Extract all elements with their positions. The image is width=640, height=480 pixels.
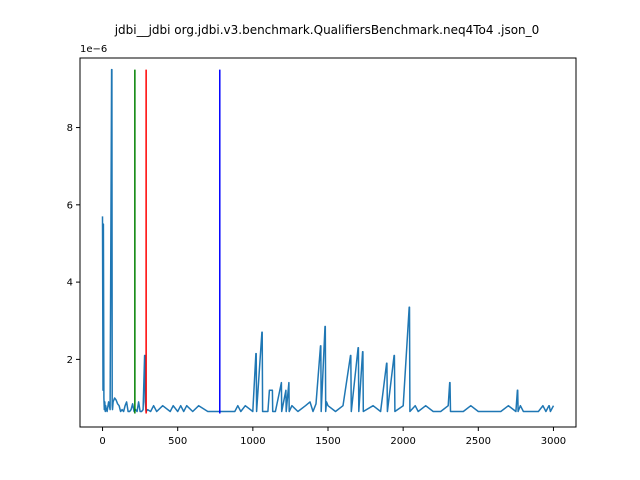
series-line-0 [101,68,555,413]
x-tick-label: 500 [168,436,187,447]
x-tick-label: 1500 [315,436,340,447]
x-tick-label: 1000 [240,436,265,447]
chart-title: jdbi__jdbi org.jdbi.v3.benchmark.Qualifi… [114,23,540,37]
plot-area [101,68,555,414]
x-tick-label: 2500 [466,436,491,447]
y-tick-label: 2 [67,355,73,366]
x-axis: 0 500 1000 1500 2000 2500 3000 [99,427,566,447]
y-tick-label: 4 [67,278,73,289]
x-tick-label: 3000 [541,436,566,447]
x-tick-label: 2000 [390,436,415,447]
x-tick-label: 0 [99,436,105,447]
y-tick-label: 6 [67,200,73,211]
y-offset-label: 1e−6 [80,44,107,55]
y-tick-label: 8 [67,123,73,134]
axes-frame [79,57,577,428]
y-axis: 2 4 6 8 [67,123,80,366]
